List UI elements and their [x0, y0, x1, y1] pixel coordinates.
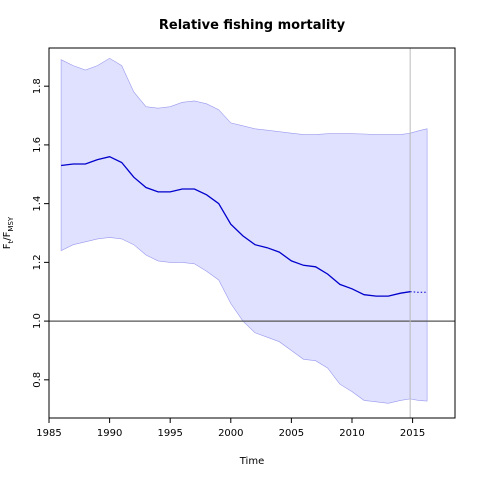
series-line-projection — [410, 291, 428, 293]
x-tick-label: 1990 — [97, 428, 122, 439]
y-tick-label: 1.2 — [32, 254, 43, 270]
x-tick-label: 2000 — [218, 428, 243, 439]
x-tick-label: 1985 — [36, 428, 61, 439]
y-tick-label: 1.0 — [32, 313, 43, 329]
y-axis-label: Ft/FMSY — [2, 216, 15, 249]
x-tick-label: 2010 — [339, 428, 364, 439]
x-tick-label: 2015 — [400, 428, 425, 439]
series-line-estimate — [61, 156, 411, 297]
confidence-band-1 — [60, 57, 411, 404]
x-tick-label: 2005 — [279, 428, 304, 439]
y-tick-label: 0.8 — [32, 372, 43, 388]
chart-title: Relative fishing mortality — [159, 18, 346, 33]
confidence-band-2 — [409, 128, 428, 402]
y-tick-label: 1.6 — [32, 137, 43, 153]
y-tick-label: 1.8 — [32, 78, 43, 94]
y-tick-label: 1.4 — [32, 196, 43, 212]
x-axis-label: Time — [239, 456, 264, 467]
x-tick-label: 1995 — [157, 428, 182, 439]
